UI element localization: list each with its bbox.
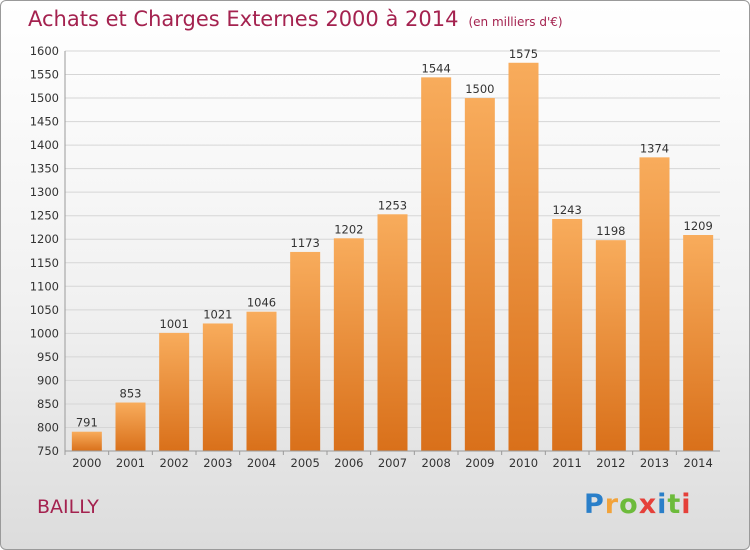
x-tick-label: 2013 [640, 456, 669, 470]
proxiti-logo[interactable]: Proxiti [584, 489, 692, 520]
bar-2002 [159, 332, 190, 451]
data-label-2010: 1575 [509, 47, 538, 61]
bar-2009 [464, 98, 495, 451]
y-tick-label: 1350 [30, 162, 59, 176]
data-label-2002: 1001 [160, 317, 189, 331]
x-tick-label: 2007 [378, 456, 407, 470]
bar-2004 [246, 311, 277, 451]
x-tick-label: 2011 [553, 456, 582, 470]
data-label-2007: 1253 [378, 198, 407, 212]
commune-name: BAILLY [37, 496, 99, 518]
y-tick-label: 1000 [30, 326, 59, 340]
data-label-2001: 853 [120, 387, 142, 401]
y-tick-label: 1600 [30, 44, 59, 58]
y-tick-label: 1300 [30, 185, 59, 199]
x-tick-label: 2001 [116, 456, 145, 470]
data-label-2011: 1243 [553, 203, 582, 217]
y-tick-label: 1150 [30, 256, 59, 270]
x-axis: 2000 2001 2002 2003 2004 2005 2006 2007 2008 2009… [64, 450, 720, 470]
bar-2013 [639, 157, 670, 451]
chart-unit: (en milliers d'€) [468, 15, 563, 29]
bar-2003 [202, 323, 233, 451]
data-label-2008: 1544 [422, 61, 451, 75]
y-tick-label: 800 [37, 420, 59, 434]
data-label-2000: 791 [76, 416, 98, 430]
data-label-2014: 1209 [684, 219, 713, 233]
y-axis: 750 800 850 900 950 1000 1050 1100 1150 1200 1250 1… [30, 44, 66, 458]
bar-2010 [508, 62, 539, 451]
bar-2007 [377, 214, 408, 451]
y-tick-label: 1200 [30, 232, 59, 246]
bar-2005 [290, 251, 321, 451]
x-tick-label: 2010 [509, 456, 538, 470]
y-tick-label: 750 [37, 444, 59, 458]
x-tick-label: 2006 [334, 456, 363, 470]
x-tick-label: 2003 [203, 456, 232, 470]
data-label-2005: 1173 [291, 236, 320, 250]
y-tick-label: 1450 [30, 115, 59, 129]
y-tick-label: 1550 [30, 68, 59, 82]
chart-title: Achats et Charges Externes 2000 à 2014 (e… [28, 7, 563, 31]
data-label-2009: 1500 [465, 82, 494, 96]
y-tick-label: 850 [37, 397, 59, 411]
bar-2011 [552, 219, 583, 451]
x-tick-label: 2014 [684, 456, 713, 470]
data-label-2012: 1198 [596, 224, 625, 238]
x-tick-label: 2000 [72, 456, 101, 470]
bar-2000 [71, 431, 102, 451]
chart-title-text: Achats et Charges Externes 2000 à 2014 [28, 7, 459, 31]
bar-2014 [683, 235, 714, 451]
y-tick-label: 1250 [30, 209, 59, 223]
data-label-2004: 1046 [247, 296, 276, 310]
y-tick-label: 950 [37, 350, 59, 364]
bar-2008 [421, 77, 452, 452]
y-tick-label: 900 [37, 373, 59, 387]
y-tick-label: 1400 [30, 138, 59, 152]
x-tick-label: 2008 [422, 456, 451, 470]
data-label-2003: 1021 [203, 307, 232, 321]
data-label-2006: 1202 [334, 222, 363, 236]
y-tick-label: 1100 [30, 279, 59, 293]
y-tick-label: 1050 [30, 303, 59, 317]
x-tick-label: 2002 [160, 456, 189, 470]
x-tick-label: 2009 [465, 456, 494, 470]
x-tick-label: 2005 [291, 456, 320, 470]
x-tick-label: 2012 [596, 456, 625, 470]
bar-2001 [115, 402, 146, 451]
bars: 791 853 1001 1021 1046 1173 1202 1253 1544 1500 15… [71, 47, 714, 452]
x-tick-label: 2004 [247, 456, 276, 470]
bar-2012 [595, 240, 626, 451]
y-tick-label: 1500 [30, 91, 59, 105]
data-label-2013: 1374 [640, 141, 669, 155]
bar-2006 [333, 238, 364, 451]
